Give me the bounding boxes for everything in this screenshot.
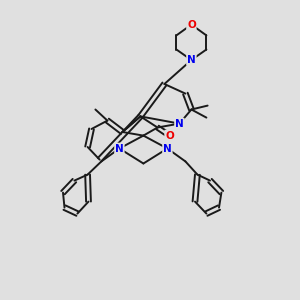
Text: O: O (187, 20, 196, 30)
Text: N: N (115, 143, 124, 154)
Text: N: N (175, 118, 184, 129)
Text: N: N (187, 55, 196, 65)
Text: O: O (165, 130, 174, 141)
Text: N: N (163, 143, 172, 154)
